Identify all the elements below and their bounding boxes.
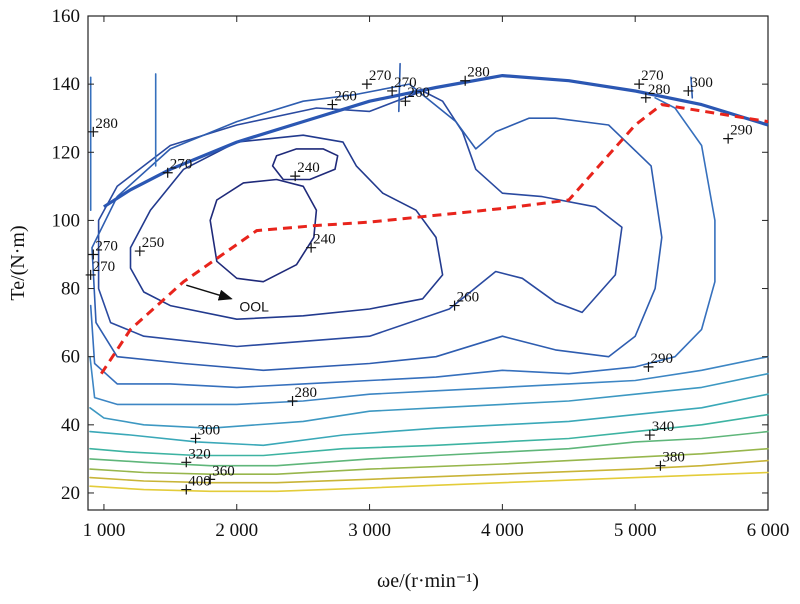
y-tick-label: 140 <box>52 74 81 95</box>
contour-label-marker <box>88 249 99 260</box>
contour-label-marker <box>290 171 301 182</box>
ool-curve <box>100 103 769 375</box>
contour-label: 240 <box>313 232 336 248</box>
contour-label: 270 <box>641 68 664 84</box>
contour-label-marker <box>306 242 317 253</box>
contour-segment-2 <box>398 62 401 113</box>
contour-label: 270 <box>170 157 193 173</box>
contour-label-marker <box>85 269 96 280</box>
contour-label: 380 <box>662 450 685 466</box>
contour-label-marker <box>400 96 411 107</box>
contour-label-marker <box>655 460 666 471</box>
contour-label: 270 <box>394 75 417 91</box>
contour-label: 260 <box>407 85 430 101</box>
y-tick-label: 100 <box>52 210 81 231</box>
contour-label-marker <box>287 395 298 406</box>
y-tick-label: 40 <box>61 415 80 436</box>
contour-label: 290 <box>650 351 673 367</box>
contour-line-240 <box>209 178 318 283</box>
y-tick-label: 60 <box>61 347 80 368</box>
contour-label: 240 <box>297 160 320 176</box>
contour-label: 280 <box>467 65 490 81</box>
contour-label: 300 <box>198 422 221 438</box>
contour-label: 270 <box>369 68 392 84</box>
contour-line-300 <box>89 372 769 429</box>
contour-line-280 <box>89 97 716 389</box>
contour-label-marker <box>134 246 145 257</box>
contour-label: 400 <box>188 474 211 490</box>
contour-label: 260 <box>457 290 480 306</box>
contour-label: 280 <box>95 116 118 132</box>
contour-label-marker <box>640 92 651 103</box>
x-tick-label: 4 000 <box>481 520 524 541</box>
contour-label-marker <box>181 457 192 468</box>
x-tick-label: 5 000 <box>614 520 657 541</box>
contour-line-310 <box>89 393 769 447</box>
contour-line-260 <box>97 90 623 348</box>
contour-label-marker <box>327 99 338 110</box>
contour-label: 320 <box>188 446 211 462</box>
x-tick-label: 3 000 <box>348 520 391 541</box>
contour-label-marker <box>683 85 694 96</box>
contour-label: 300 <box>690 75 713 91</box>
contour-lines <box>89 62 769 493</box>
contour-line-340 <box>89 430 769 467</box>
contour-label: 270 <box>93 259 116 275</box>
contour-label-marker <box>190 433 201 444</box>
contour-label: 270 <box>95 238 118 254</box>
contour-label-marker <box>723 133 734 144</box>
y-tick-label: 120 <box>52 142 81 163</box>
y-tick-label: 160 <box>52 6 81 27</box>
contour-label: 260 <box>334 89 357 105</box>
contour-line-380 <box>89 459 769 484</box>
ool-arrow <box>186 284 233 301</box>
contour-label: 280 <box>648 82 671 98</box>
y-tick-label: 80 <box>61 279 80 300</box>
x-tick-label: 6 000 <box>747 520 790 541</box>
contour-label-marker <box>460 75 471 86</box>
y-axis-label: Te/(N·m) <box>7 225 29 300</box>
ool-annotation-label: OOL <box>239 299 269 315</box>
contour-label-marker <box>449 300 460 311</box>
contour-label-marker <box>387 85 398 96</box>
contour-label-marker <box>643 361 654 372</box>
contour-label-marker <box>181 484 192 495</box>
y-tick-label: 20 <box>61 483 80 504</box>
x-axis-label: ωe/(r·min⁻¹) <box>377 570 479 592</box>
contour-label-marker <box>88 126 99 137</box>
contour-label: 250 <box>142 235 165 251</box>
contour-line-360 <box>89 447 769 475</box>
contour-line-240 <box>271 148 339 181</box>
x-tick-label: 2 000 <box>215 520 258 541</box>
x-tick-label: 1 000 <box>83 520 126 541</box>
contour-line-290 <box>89 355 769 406</box>
contour-label-marker <box>361 79 372 90</box>
contour-label: 290 <box>730 123 753 139</box>
contour-label-marker <box>634 79 645 90</box>
contour-line-270 <box>91 83 663 372</box>
axes: 1 000 2 000 3 000 4 000 5 000 6 000 20 40 60 80 10… <box>52 6 790 541</box>
contour-label-marker <box>644 430 655 441</box>
contour-line-320 <box>89 413 769 457</box>
contour-line-400 <box>89 471 769 493</box>
contour-label: 340 <box>652 419 675 435</box>
contour-segment-3 <box>690 76 694 99</box>
contour-label: 360 <box>212 463 235 479</box>
contour-label-marker <box>162 167 173 178</box>
contour-label-marker <box>205 474 216 485</box>
contour-label: 280 <box>295 385 318 401</box>
